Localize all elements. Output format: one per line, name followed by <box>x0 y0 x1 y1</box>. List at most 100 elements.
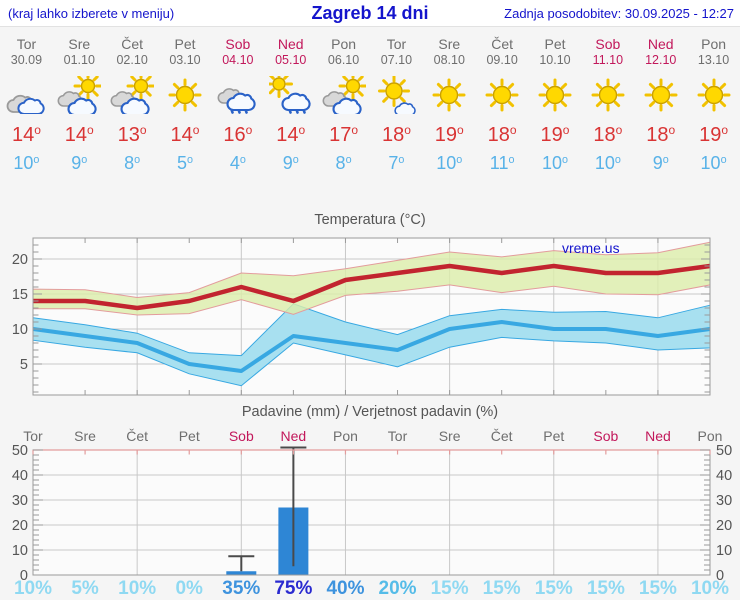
day-date: 01.10 <box>63 53 95 67</box>
sunny-icon <box>644 78 678 112</box>
weather-icon <box>374 75 418 116</box>
low-temp: 9o <box>282 153 299 173</box>
precip-y-tick-label: 20 <box>716 518 732 534</box>
day-name: Sob <box>595 36 621 52</box>
low-temp: 11o <box>489 153 515 173</box>
high-temp: 17o <box>329 123 359 146</box>
forecast-day: Tor 30.09 14o 10o <box>0 30 53 174</box>
precip-probability: 15% <box>483 578 521 599</box>
precipitation-chart: Tor Sre Čet Pet Sob Ned Pon Tor Sre Čet Pet Sob Ned P… <box>12 428 732 599</box>
precip-day-label: Pet <box>179 428 200 444</box>
weather-icon <box>692 76 736 114</box>
day-date: 06.10 <box>327 53 360 67</box>
forecast-grid: Tor 30.09 14o 10o Sre 01.10 14o 9o Čet 02.10 13o 8o… <box>0 30 740 174</box>
low-temp: 10o <box>541 153 569 173</box>
location-hint: (kraj lahko izberete v meniju) <box>8 5 175 21</box>
cloudy-icon <box>7 94 46 115</box>
temp-y-tick-label: 5 <box>20 357 28 373</box>
precip-bar <box>226 571 257 575</box>
weather-icon <box>533 76 577 114</box>
high-temp: 19o <box>434 123 464 146</box>
precip-probability: 75% <box>274 578 312 599</box>
high-temp: 18o <box>487 123 517 146</box>
day-date: 13.10 <box>697 53 730 67</box>
high-temp: 14o <box>64 123 94 146</box>
precip-y-tick-label: 40 <box>716 468 732 484</box>
showers-sun-icon <box>264 70 311 114</box>
page-header: (kraj lahko izberete v meniju) Zagreb 14… <box>0 0 740 27</box>
temperature-chart: 5 10 15 20 vreme.us <box>12 237 711 396</box>
day-date: 09.10 <box>486 53 518 67</box>
day-name: Ned <box>647 36 674 52</box>
forecast-day: Ned 12.10 18o 9o <box>634 30 687 174</box>
precip-day-label: Sre <box>74 428 96 444</box>
day-date: 11.10 <box>592 53 624 67</box>
low-temp: 7o <box>388 153 405 173</box>
forecast-day: Pon 06.10 17o 8o <box>317 30 370 174</box>
vreme-watermark-link[interactable]: vreme.us <box>562 240 620 256</box>
high-temp: 19o <box>699 123 729 146</box>
forecast-day: Tor 07.10 18o 7o <box>370 30 423 174</box>
sunny-icon <box>538 78 572 112</box>
weather-icon <box>264 70 313 114</box>
low-temp: 8o <box>124 153 141 173</box>
precip-day-label: Pon <box>698 428 723 444</box>
weather-icon <box>480 76 524 114</box>
day-name: Sre <box>68 36 91 52</box>
forecast-day: Pon 13.10 19o 10o <box>687 30 740 174</box>
sunny-icon <box>432 78 466 112</box>
high-temp: 19o <box>540 123 570 146</box>
precip-day-label: Ned <box>645 428 671 444</box>
forecast-day: Sre 08.10 19o 10o <box>423 30 476 174</box>
precip-y-tick-label: 50 <box>716 443 732 459</box>
forecast-day: Ned 05.10 14o 9o <box>264 30 317 174</box>
day-date: 02.10 <box>116 53 148 67</box>
precip-y-tick-label: 40 <box>12 468 28 484</box>
precip-y-tick-label: 10 <box>716 543 732 559</box>
day-date: 07.10 <box>380 53 413 67</box>
day-name: Sre <box>438 36 461 52</box>
precip-y-tick-label: 30 <box>716 493 732 509</box>
sunny-icon <box>168 78 202 112</box>
day-name: Tor <box>16 36 37 52</box>
precip-probability: 15% <box>535 578 573 599</box>
weather-icon <box>110 71 156 117</box>
precipitation-chart-title: Padavine (mm) / Verjetnost padavin (%) <box>241 404 499 420</box>
precip-probability: 40% <box>326 578 364 599</box>
partly-sunny-icon <box>57 71 103 117</box>
forecast-day: Čet 09.10 18o 11o <box>476 30 529 174</box>
temp-y-tick-label: 10 <box>12 322 28 338</box>
precip-probability: 0% <box>175 578 203 599</box>
precip-day-label: Tor <box>23 428 43 444</box>
day-name: Pet <box>544 36 566 52</box>
partly-sunny-icon <box>322 71 368 117</box>
day-date: 12.10 <box>645 53 677 67</box>
precip-day-label: Pet <box>543 428 564 444</box>
precip-day-label: Ned <box>281 428 307 444</box>
precip-day-label: Sob <box>229 428 254 444</box>
temp-y-tick-label: 15 <box>12 287 28 303</box>
day-date: 05.10 <box>275 53 307 67</box>
day-date: 10.10 <box>539 53 571 67</box>
weather-icon <box>163 76 207 114</box>
partly-sunny-icon <box>110 71 156 117</box>
low-temp: 9o <box>652 153 669 173</box>
day-name: Pon <box>331 36 357 52</box>
forecast-day: Pet 10.10 19o 10o <box>529 30 582 174</box>
precip-day-label: Tor <box>388 428 408 444</box>
forecast-day: Čet 02.10 13o 8o <box>106 30 159 174</box>
forecast-day: Pet 03.10 14o 5o <box>159 30 212 174</box>
day-name: Sob <box>225 36 251 52</box>
temp-y-tick-label: 20 <box>12 252 28 268</box>
precip-y-tick-label: 20 <box>12 518 28 534</box>
sunny-icon <box>697 78 731 112</box>
day-date: 30.09 <box>10 53 43 67</box>
precip-y-tick-label: 10 <box>12 543 28 559</box>
low-temp: 5o <box>176 153 193 173</box>
day-name: Pon <box>701 36 727 52</box>
high-temp: 18o <box>593 123 623 146</box>
day-date: 03.10 <box>169 53 201 67</box>
high-temp: 13o <box>117 123 147 146</box>
precip-probability: 10% <box>691 578 729 599</box>
low-temp: 10o <box>436 153 463 173</box>
